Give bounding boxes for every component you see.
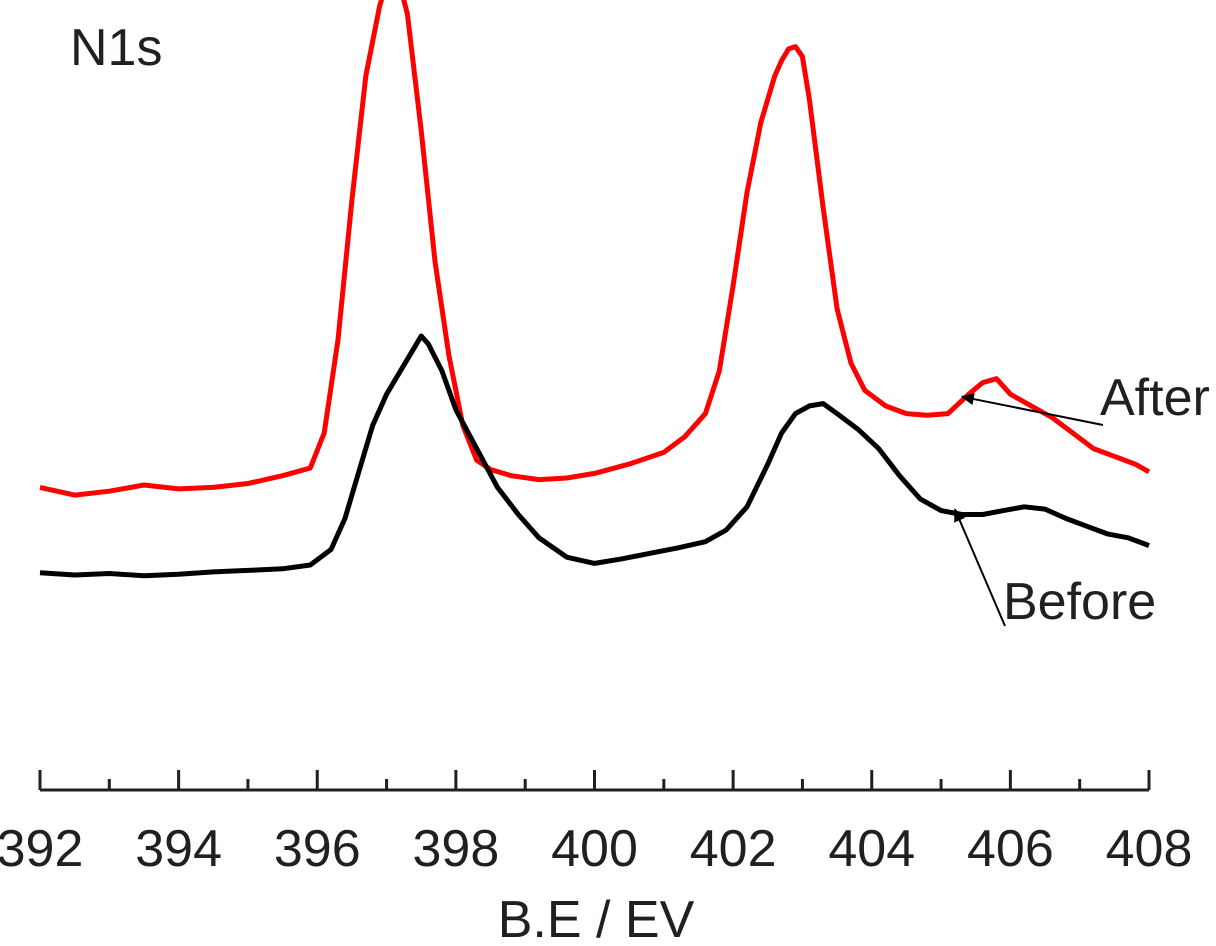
x-tick-label: 404 xyxy=(828,820,915,878)
panel-label: N1s xyxy=(70,19,162,77)
annotation-arrow-after xyxy=(960,393,1104,426)
series-line-after xyxy=(39,0,1151,498)
x-tick-label: 400 xyxy=(551,820,638,878)
x-tick-label: 398 xyxy=(412,820,499,878)
series-label-after: After xyxy=(1100,369,1210,427)
x-tick-label: 406 xyxy=(967,820,1054,878)
x-tick-label: 394 xyxy=(135,820,222,878)
annotation-arrow-before xyxy=(954,508,1006,627)
x-axis-label: B.E / EV xyxy=(498,891,695,946)
x-tick-label: 402 xyxy=(690,820,777,878)
x-axis-ticks: 392 394 396 398 400 402 404 406 408 xyxy=(0,770,1192,878)
x-tick-label: 396 xyxy=(274,820,361,878)
x-tick-label: 392 xyxy=(0,820,83,878)
x-tick-label: 408 xyxy=(1106,820,1193,878)
series-line-before xyxy=(39,333,1150,579)
series-layer xyxy=(39,0,1151,579)
series-label-before: Before xyxy=(1003,573,1156,631)
annotation-layer: After Before xyxy=(954,369,1210,631)
